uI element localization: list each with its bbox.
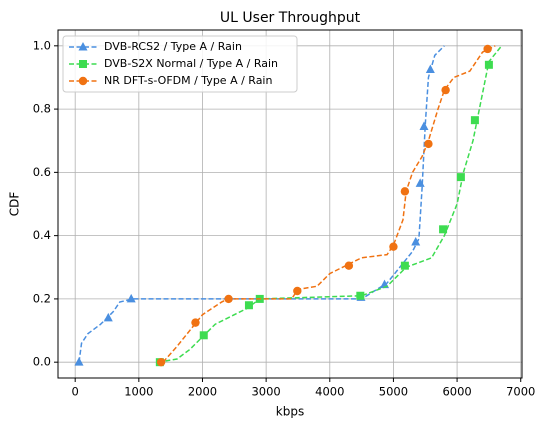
x-tick-label: 7000 (506, 385, 535, 399)
marker (484, 60, 493, 69)
marker (156, 357, 166, 367)
series-line (78, 45, 445, 363)
legend-marker (78, 76, 88, 86)
marker (126, 293, 136, 303)
legend-label: NR DFT-s-OFDM / Type A / Rain (104, 74, 272, 87)
marker (103, 312, 113, 322)
marker (470, 116, 479, 125)
x-axis-label: kbps (276, 405, 304, 419)
marker (293, 286, 302, 296)
marker (74, 357, 84, 366)
marker (419, 121, 429, 130)
marker (224, 294, 233, 304)
marker (199, 331, 208, 340)
marker (439, 225, 448, 234)
x-tick-label: 3000 (251, 385, 280, 399)
legend-label: DVB-S2X Normal / Type A / Rain (104, 57, 278, 70)
x-tick-label: 2000 (188, 385, 217, 399)
marker (441, 85, 450, 95)
plot-frame (57, 29, 523, 379)
y-axis-label: CDF (8, 192, 22, 217)
marker (400, 261, 409, 270)
legend-marker (78, 42, 88, 51)
y-tick-label: 0.4 (33, 228, 51, 242)
marker (456, 173, 465, 182)
marker (344, 261, 354, 270)
legend-box (62, 35, 298, 93)
y-tick-label: 0.6 (33, 165, 51, 179)
marker (483, 44, 492, 54)
marker (400, 187, 410, 196)
legend-marker (79, 60, 87, 68)
marker (415, 178, 425, 187)
series-line (162, 45, 496, 363)
y-tick-label: 0.8 (33, 102, 51, 116)
y-tick-label: 0.2 (33, 291, 51, 305)
marker (424, 139, 433, 149)
marker (244, 301, 253, 310)
x-tick-label: 0 (72, 385, 79, 399)
x-tick-label: 4000 (315, 385, 344, 399)
x-tick-label: 6000 (442, 385, 471, 399)
y-tick-label: 1.0 (33, 38, 51, 52)
y-tick-label: 0.0 (33, 355, 51, 369)
x-tick-label: 1000 (124, 385, 153, 399)
x-tick-label: 5000 (379, 385, 408, 399)
marker (389, 242, 398, 251)
chart-title: UL User Throughput (220, 10, 361, 26)
marker (356, 291, 365, 300)
marker (191, 318, 200, 327)
legend-label: DVB-RCS2 / Type A / Rain (104, 40, 242, 53)
marker (425, 64, 435, 74)
marker (411, 236, 421, 246)
